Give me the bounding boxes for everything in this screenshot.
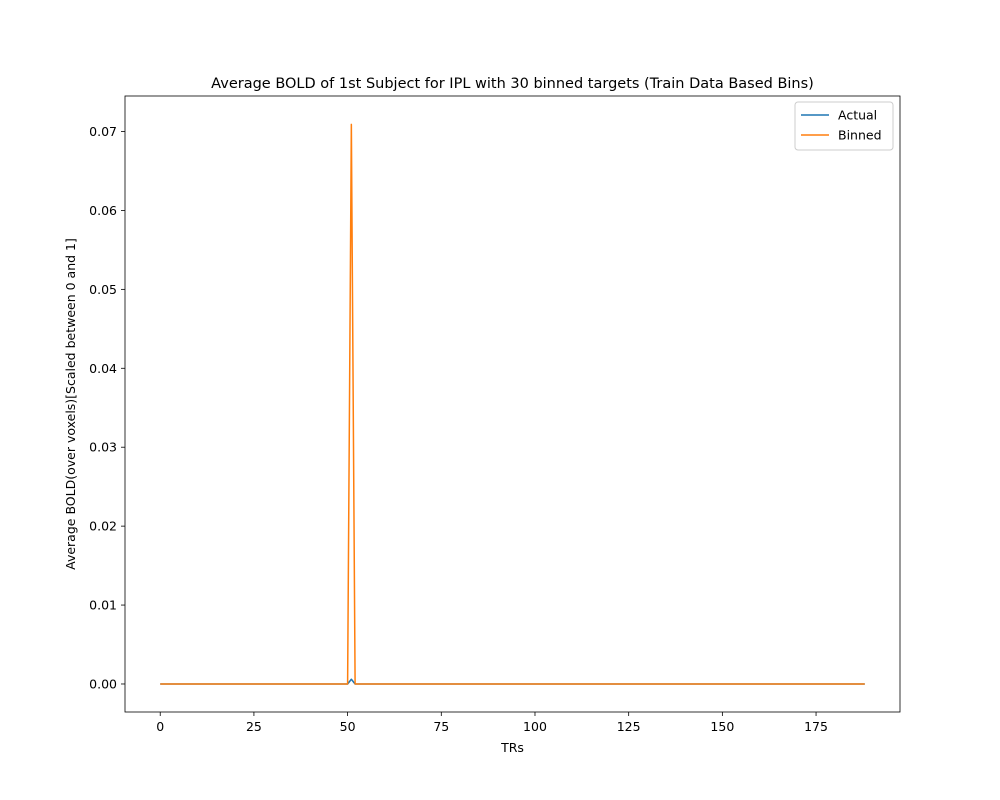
legend-label-actual: Actual <box>838 108 877 123</box>
x-axis-label: TRs <box>500 740 524 755</box>
y-tick-label: 0.06 <box>89 203 117 218</box>
x-tick-label: 150 <box>710 719 734 734</box>
legend: Actual Binned <box>794 101 894 151</box>
x-tick-label: 0 <box>156 719 164 734</box>
x-tick-label: 100 <box>523 719 547 734</box>
y-tick-label: 0.05 <box>89 282 117 297</box>
x-tick-label: 125 <box>617 719 641 734</box>
y-tick-label: 0.04 <box>89 361 117 376</box>
y-tick-label: 0.07 <box>89 124 117 139</box>
x-tick-label: 25 <box>246 719 262 734</box>
legend-box <box>794 101 894 151</box>
chart-title: Average BOLD of 1st Subject for IPL with… <box>211 76 814 92</box>
x-tick-label: 75 <box>433 719 449 734</box>
plot-area: 0 25 50 75 100 125 150 175 0.00 0.01 0.02 0.03 0.04 0… <box>89 95 901 734</box>
y-tick-label: 0.02 <box>89 519 117 534</box>
legend-label-binned: Binned <box>838 128 882 143</box>
series-line-binned <box>160 123 865 685</box>
axes-frame <box>124 95 901 713</box>
x-tick-label: 175 <box>804 719 828 734</box>
y-tick-label: 0.03 <box>89 440 117 455</box>
x-tick-label: 50 <box>340 719 356 734</box>
y-axis-label: Average BOLD(over voxels)[Scaled between… <box>63 238 78 570</box>
y-tick-label: 0.01 <box>89 598 117 613</box>
y-tick-label: 0.00 <box>89 676 117 691</box>
